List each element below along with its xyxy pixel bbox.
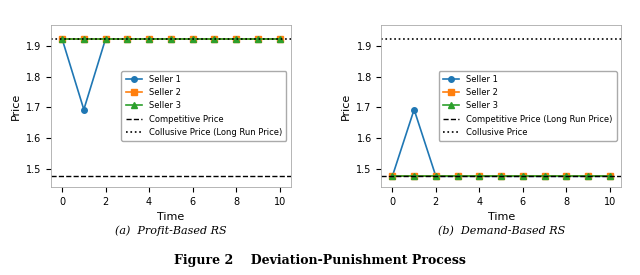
Seller 2 <box>584 175 592 178</box>
Seller 3 <box>454 175 461 178</box>
Seller 3 <box>388 175 396 178</box>
Seller 1 <box>124 37 131 40</box>
Line: Seller 1: Seller 1 <box>60 36 282 112</box>
Seller 3 <box>189 37 196 40</box>
Line: Seller 2: Seller 2 <box>390 174 612 179</box>
Collusive Price <box>410 37 418 40</box>
Seller 2 <box>58 37 66 40</box>
Seller 2 <box>124 37 131 40</box>
Seller 3 <box>124 37 131 40</box>
Seller 3 <box>563 175 570 178</box>
Seller 3 <box>584 175 592 178</box>
X-axis label: Time: Time <box>488 212 515 222</box>
Seller 1 <box>211 37 218 40</box>
Seller 1 <box>145 37 153 40</box>
Seller 2 <box>254 37 262 40</box>
Seller 2 <box>519 175 527 178</box>
Seller 3 <box>606 175 614 178</box>
Seller 1 <box>584 175 592 178</box>
Seller 1 <box>476 175 483 178</box>
Seller 3 <box>276 37 284 40</box>
Seller 3 <box>58 37 66 40</box>
Seller 3 <box>211 37 218 40</box>
Collusive Price (Long Run Price) <box>80 37 88 40</box>
Legend: Seller 1, Seller 2, Seller 3, Competitive Price (Long Run Price), Collusive Pric: Seller 1, Seller 2, Seller 3, Competitiv… <box>438 71 616 141</box>
Seller 2 <box>80 37 88 40</box>
Seller 2 <box>476 175 483 178</box>
Seller 2 <box>497 175 505 178</box>
Competitive Price (Long Run Price) <box>388 175 396 178</box>
Line: Seller 3: Seller 3 <box>390 174 612 179</box>
Seller 1 <box>189 37 196 40</box>
Seller 3 <box>432 175 440 178</box>
Seller 2 <box>102 37 109 40</box>
Seller 2 <box>232 37 240 40</box>
Seller 3 <box>254 37 262 40</box>
Seller 1 <box>232 37 240 40</box>
Line: Seller 2: Seller 2 <box>60 36 282 42</box>
Seller 3 <box>541 175 548 178</box>
Competitive Price <box>80 175 88 178</box>
Text: Figure 2    Deviation-Punishment Process: Figure 2 Deviation-Punishment Process <box>174 254 466 267</box>
Seller 3 <box>80 37 88 40</box>
Seller 1 <box>58 37 66 40</box>
Competitive Price <box>58 175 66 178</box>
Seller 1 <box>432 175 440 178</box>
Seller 3 <box>476 175 483 178</box>
Seller 1 <box>102 37 109 40</box>
Seller 2 <box>432 175 440 178</box>
Collusive Price (Long Run Price) <box>58 37 66 40</box>
Seller 1 <box>519 175 527 178</box>
Seller 1 <box>80 108 88 111</box>
Line: Seller 3: Seller 3 <box>60 36 282 42</box>
Seller 1 <box>454 175 461 178</box>
Seller 3 <box>102 37 109 40</box>
Seller 2 <box>388 175 396 178</box>
Seller 2 <box>145 37 153 40</box>
Seller 2 <box>606 175 614 178</box>
Line: Seller 1: Seller 1 <box>390 107 612 179</box>
Seller 2 <box>211 37 218 40</box>
Seller 2 <box>167 37 175 40</box>
Seller 3 <box>519 175 527 178</box>
Seller 1 <box>254 37 262 40</box>
Seller 1 <box>541 175 548 178</box>
X-axis label: Time: Time <box>157 212 184 222</box>
Seller 1 <box>497 175 505 178</box>
Seller 1 <box>167 37 175 40</box>
Seller 3 <box>410 175 418 178</box>
Seller 3 <box>145 37 153 40</box>
Seller 2 <box>541 175 548 178</box>
Seller 1 <box>410 108 418 111</box>
Seller 3 <box>497 175 505 178</box>
Seller 1 <box>606 175 614 178</box>
Seller 1 <box>563 175 570 178</box>
Y-axis label: Price: Price <box>10 92 20 120</box>
Seller 3 <box>167 37 175 40</box>
Text: (a)  Profit-Based RS: (a) Profit-Based RS <box>115 225 227 236</box>
Seller 1 <box>276 37 284 40</box>
Collusive Price <box>388 37 396 40</box>
Seller 3 <box>232 37 240 40</box>
Text: (b)  Demand-Based RS: (b) Demand-Based RS <box>438 226 564 236</box>
Seller 2 <box>454 175 461 178</box>
Seller 2 <box>276 37 284 40</box>
Legend: Seller 1, Seller 2, Seller 3, Competitive Price, Collusive Price (Long Run Price: Seller 1, Seller 2, Seller 3, Competitiv… <box>122 71 286 141</box>
Y-axis label: Price: Price <box>341 92 351 120</box>
Seller 1 <box>388 175 396 178</box>
Seller 2 <box>563 175 570 178</box>
Seller 2 <box>410 175 418 178</box>
Competitive Price (Long Run Price) <box>410 175 418 178</box>
Seller 2 <box>189 37 196 40</box>
